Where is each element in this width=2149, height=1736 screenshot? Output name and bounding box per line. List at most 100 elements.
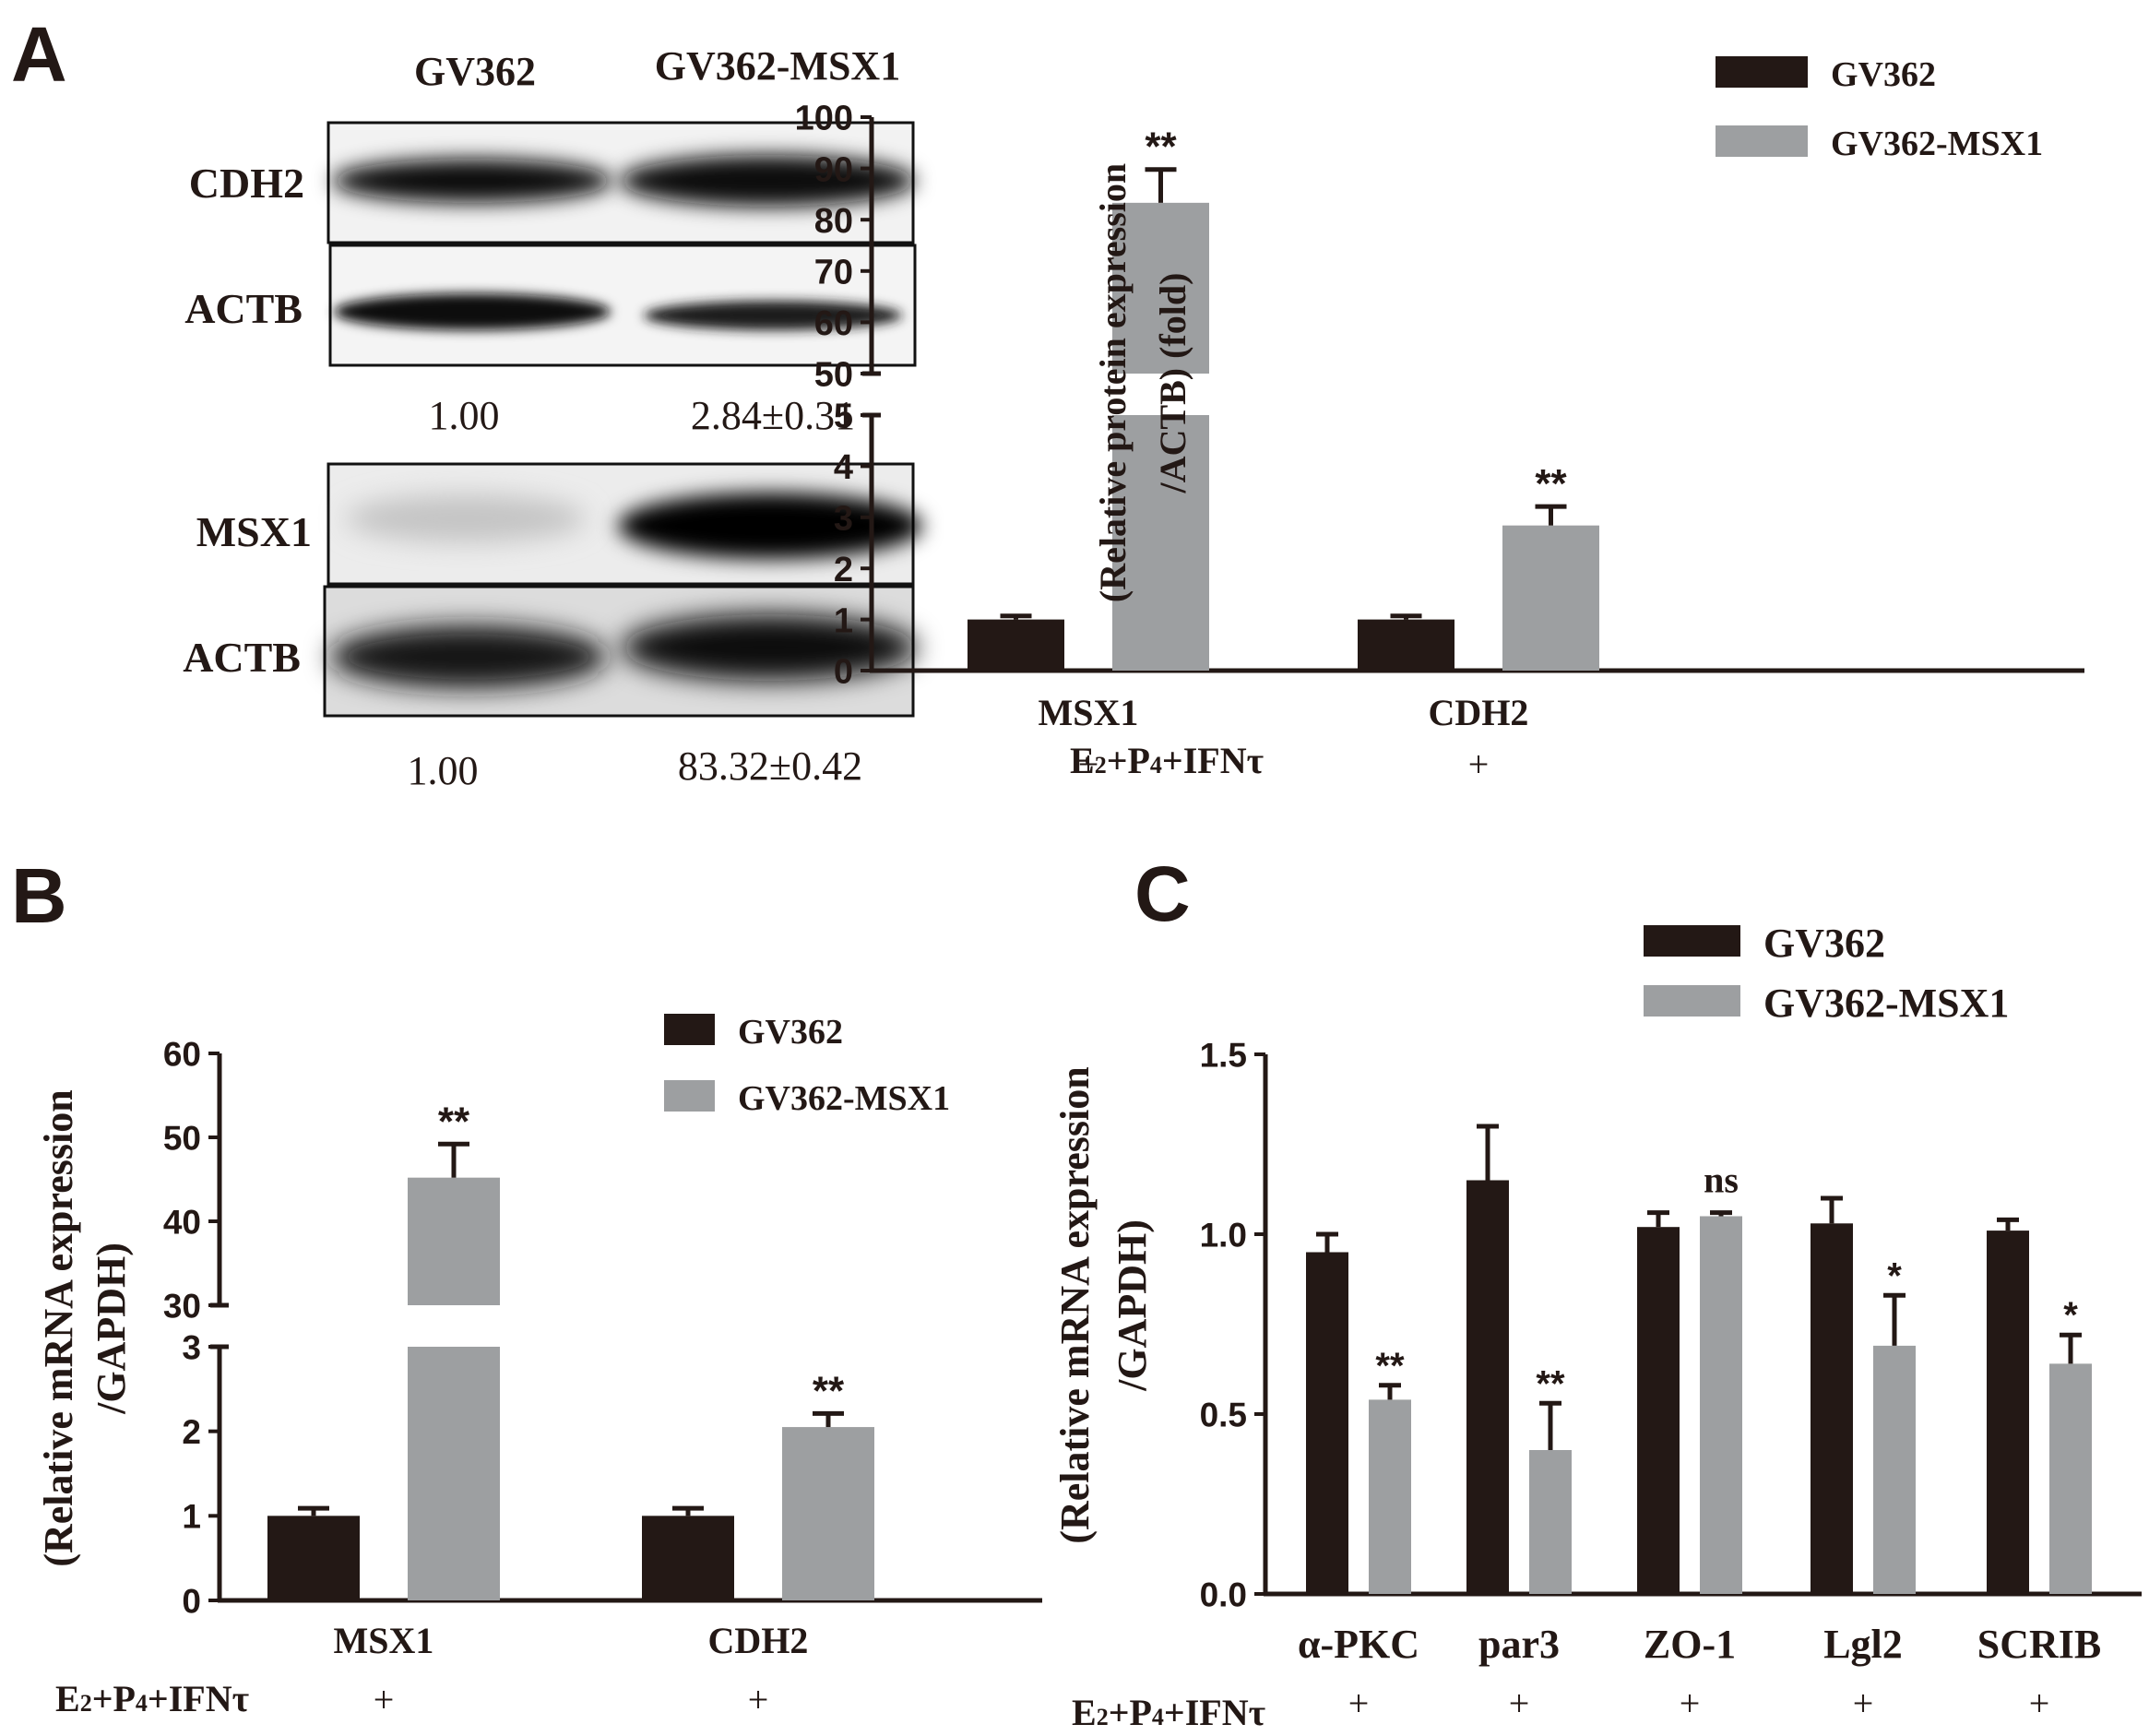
lane-label-gv362: GV362: [414, 49, 536, 94]
chart-c: 0.0 0.5 1.0 1.5 ** α-PKC + ** par3 + ns ZO-1 + * Lgl2 +…: [1052, 921, 2142, 1733]
y-axis-label: /GAPDH): [89, 1243, 134, 1415]
significance-mark: *: [1887, 1255, 1902, 1296]
blot-label-actb-2: ACTB: [183, 634, 301, 681]
treatment-sign: +: [1468, 743, 1490, 785]
y-tick-label: 50: [814, 356, 853, 395]
x-category-label: ZO-1: [1644, 1622, 1736, 1667]
y-axis-label: (Relative protein expression: [1092, 163, 1134, 602]
y-tick-label: 0: [834, 653, 853, 692]
bar-gv362-msx1-msx1-lower: [408, 1347, 500, 1600]
bar-gv362-α-pkc: [1306, 1252, 1348, 1594]
x-category-label: CDH2: [1429, 692, 1529, 733]
legend-label-gv362-msx1: GV362-MSX1: [1831, 125, 2043, 163]
x-category-label: α-PKC: [1298, 1622, 1419, 1667]
legend-swatch-gv362-msx1: [1716, 125, 1808, 157]
legend-label-gv362-msx1: GV362-MSX1: [1763, 981, 2009, 1026]
y-tick-label: 3: [182, 1328, 201, 1366]
legend-swatch-gv362: [1716, 56, 1808, 88]
blot-band-actb2-gv362: [330, 625, 607, 688]
treatment-sign: +: [1680, 1682, 1701, 1724]
bar-gv362-lgl2: [1811, 1223, 1853, 1594]
chart-b: 0 1 2 330 40 50 60 ** MSX1 + ** CDH2 + E2+P4+IFNτ (Rel…: [36, 1013, 1042, 1720]
x-category-label: par3: [1478, 1622, 1560, 1667]
significance-mark: ns: [1704, 1159, 1739, 1201]
y-tick-label: 0.5: [1200, 1396, 1247, 1433]
treatment-sign: +: [1853, 1682, 1874, 1724]
y-tick-label: 70: [814, 253, 853, 291]
bar-gv362-par3: [1466, 1180, 1509, 1594]
bar-gv362-zo-1: [1637, 1227, 1680, 1594]
significance-mark: **: [1536, 1363, 1565, 1404]
treatment-sign: +: [1078, 743, 1099, 785]
blot-band-msx1-gv362: [346, 494, 586, 542]
y-axis-label: /ACTB) (fold): [1152, 273, 1193, 494]
blot2-quant-msx1: 83.32±0.42: [678, 743, 862, 789]
legend-swatch-gv362: [664, 1014, 715, 1045]
bar-gv362-msx1: [267, 1516, 360, 1600]
blot2-quant-gv362: 1.00: [408, 748, 479, 793]
blot-band-msx1-msx1: [618, 493, 922, 559]
significance-mark: **: [438, 1099, 470, 1144]
significance-mark: *: [2063, 1295, 2078, 1336]
panel-label-c: C: [1134, 850, 1191, 937]
significance-mark: **: [813, 1368, 845, 1413]
y-axis-label: /GAPDH): [1110, 1219, 1155, 1392]
treatment-label: E2+P4+IFNτ: [1072, 1692, 1265, 1733]
blot-band-actb1-msx1: [644, 301, 902, 330]
bar-gv362-msx1-α-pkc: [1369, 1399, 1411, 1594]
blot-band-actb2-msx1: [622, 614, 917, 681]
significance-mark: **: [1535, 461, 1567, 506]
blot-label-cdh2: CDH2: [189, 160, 304, 207]
treatment-label: E2+P4+IFNτ: [55, 1678, 249, 1719]
y-tick-label: 1: [834, 601, 853, 640]
bar-gv362-msx1-scrib: [2049, 1363, 2092, 1594]
significance-mark: **: [1145, 125, 1177, 170]
y-tick-label: 2: [834, 551, 853, 589]
y-tick-label: 90: [814, 150, 853, 189]
blot-band-cdh2-gv362: [332, 159, 612, 203]
treatment-sign: +: [1348, 1682, 1370, 1724]
blot-label-msx1: MSX1: [196, 508, 312, 555]
y-tick-label: 80: [814, 202, 853, 241]
western-blot: GV362 GV362-MSX1 CDH2 ACTB 1.00 2.84±0.3…: [183, 43, 922, 793]
legend-swatch-gv362-msx1: [1644, 985, 1740, 1017]
bar-gv362-msx1-msx1-upper: [408, 1177, 500, 1305]
blot1-quant-msx1: 2.84±0.31: [691, 393, 855, 438]
bar-gv362-msx1-msx1-upper: [1112, 202, 1209, 374]
bar-gv362-msx1-lgl2: [1873, 1345, 1916, 1594]
y-tick-label: 1.5: [1200, 1036, 1247, 1074]
y-tick-label: 40: [163, 1203, 201, 1241]
bar-gv362-cdh2: [1358, 619, 1454, 671]
y-tick-label: 60: [163, 1035, 201, 1073]
panel-label-b: B: [11, 852, 67, 939]
treatment-sign: +: [374, 1679, 395, 1720]
y-tick-label: 4: [834, 448, 853, 487]
blot-band-cdh2-msx1: [620, 155, 915, 207]
x-category-label: MSX1: [1039, 692, 1139, 733]
bar-gv362-msx1-cdh2: [1502, 525, 1599, 671]
bar-gv362-msx1-cdh2: [782, 1427, 874, 1600]
blot1-quant-gv362: 1.00: [429, 393, 500, 438]
treatment-label: E2+P4+IFNτ: [1070, 740, 1264, 781]
y-tick-label: 2: [182, 1413, 201, 1451]
panel-label-a: A: [11, 11, 67, 98]
legend-label-gv362: GV362: [1831, 55, 1936, 94]
legend-swatch-gv362: [1644, 925, 1740, 957]
y-axis-label: (Relative mRNA expression: [36, 1089, 81, 1566]
bar-gv362-scrib: [1987, 1231, 2029, 1594]
lane-label-gv362-msx1: GV362-MSX1: [655, 43, 900, 89]
treatment-sign: +: [1509, 1682, 1530, 1724]
treatment-sign: +: [2029, 1682, 2050, 1724]
blot-band-actb1-gv362: [334, 293, 611, 330]
legend-label-gv362-msx1: GV362-MSX1: [738, 1079, 950, 1118]
y-tick-label: 5: [834, 398, 853, 436]
y-tick-label: 50: [163, 1119, 201, 1157]
treatment-sign: +: [748, 1679, 769, 1720]
y-tick-label: 3: [834, 499, 853, 538]
y-tick-label: 100: [795, 100, 853, 138]
y-tick-label: 1.0: [1200, 1216, 1247, 1254]
y-tick-label: 30: [163, 1287, 201, 1325]
y-axis-label: (Relative mRNA expression: [1052, 1066, 1098, 1543]
bar-gv362-cdh2: [642, 1516, 734, 1600]
